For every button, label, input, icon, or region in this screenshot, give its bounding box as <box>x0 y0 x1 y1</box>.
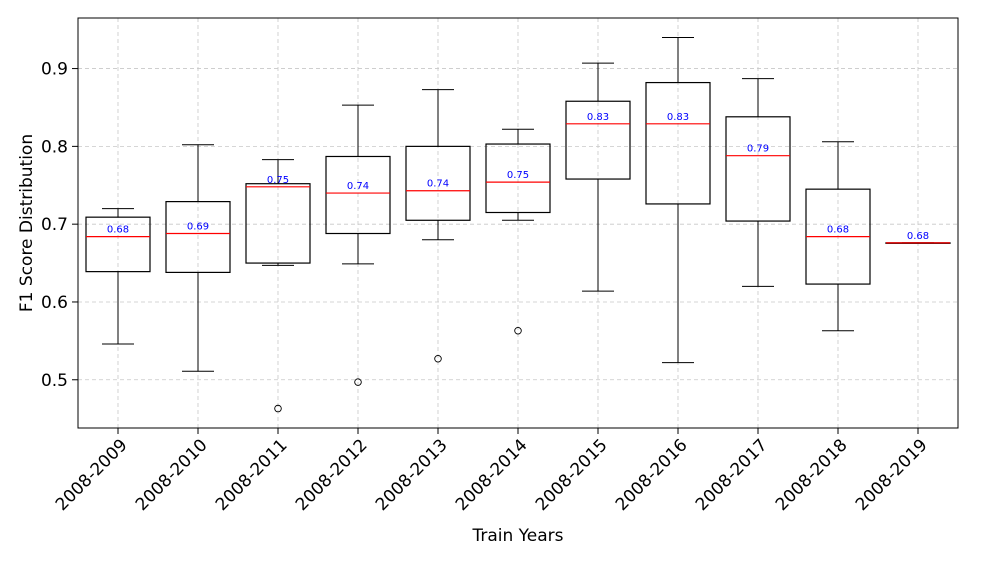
x-tick-label: 2008-2015 <box>532 435 612 515</box>
x-tick-label: 2008-2013 <box>372 435 452 515</box>
iqr-box <box>325 155 391 235</box>
iqr-box <box>165 201 231 274</box>
box-group: 0.79 <box>725 78 791 287</box>
x-tick-label: 2008-2009 <box>52 435 132 515</box>
median-value-label: 0.68 <box>907 231 929 242</box>
outlier-point <box>354 378 362 386</box>
outlier-point <box>274 404 282 413</box>
median-value-label: 0.69 <box>187 222 209 233</box>
outlier-point <box>434 355 442 363</box>
iqr-box <box>645 81 711 205</box>
outlier-point <box>514 327 522 335</box>
box-group: 0.68 <box>85 208 151 345</box>
iqr-box <box>245 183 311 264</box>
y-tick-label: 0.8 <box>41 137 68 157</box>
median-value-label: 0.75 <box>267 175 289 186</box>
median-value-label: 0.75 <box>507 170 529 181</box>
y-axis-label: F1 Score Distribution <box>17 134 37 312</box>
box-group: 0.83 <box>645 36 711 364</box>
box-group: 0.68 <box>805 141 871 332</box>
box-group: 0.75 <box>245 159 311 413</box>
box-group: 0.69 <box>165 144 231 372</box>
x-tick-label: 2008-2019 <box>852 435 932 515</box>
y-tick-label: 0.6 <box>41 293 68 313</box>
iqr-box <box>85 216 151 273</box>
median-value-label: 0.68 <box>827 225 849 236</box>
box-group: 0.68 <box>885 231 951 244</box>
x-tick-label: 2008-2018 <box>772 435 852 515</box>
x-tick-label: 2008-2014 <box>452 435 532 515</box>
y-axis-ticks: 0.5 0.6 0.7 0.8 0.9 <box>41 60 78 391</box>
median-value-label: 0.74 <box>347 181 369 192</box>
y-tick-label: 0.5 <box>41 371 68 391</box>
median-value-label: 0.83 <box>667 112 689 123</box>
median-value-label: 0.79 <box>747 144 769 155</box>
x-tick-label: 2008-2016 <box>612 435 692 515</box>
box-layer: 0.68 0.69 0.75 0.74 0.74 0.75 0.83 0.83 0.79 0.68… <box>85 36 951 413</box>
x-tick-label: 2008-2010 <box>132 435 212 515</box>
box-group: 0.74 <box>325 104 391 386</box>
x-tick-label: 2008-2017 <box>692 435 772 515</box>
iqr-box <box>725 116 791 222</box>
x-tick-label: 2008-2012 <box>292 435 372 515</box>
x-axis-label: Train Years <box>471 526 563 546</box>
box-group: 0.74 <box>405 89 471 363</box>
median-value-label: 0.68 <box>107 225 129 236</box>
median-value-label: 0.74 <box>427 179 449 190</box>
grid-layer <box>78 18 958 428</box>
iqr-box <box>405 145 471 221</box>
box-group: 0.75 <box>485 128 551 335</box>
y-tick-label: 0.7 <box>41 215 68 235</box>
x-axis-ticks: 2008-2009 2008-2010 2008-2011 2008-2012 2008… <box>52 428 932 515</box>
iqr-box <box>485 143 551 214</box>
x-tick-label: 2008-2011 <box>212 435 292 515</box>
box-group: 0.83 <box>565 62 631 292</box>
iqr-box <box>565 100 631 180</box>
y-tick-label: 0.9 <box>41 60 68 80</box>
median-value-label: 0.83 <box>587 112 609 123</box>
